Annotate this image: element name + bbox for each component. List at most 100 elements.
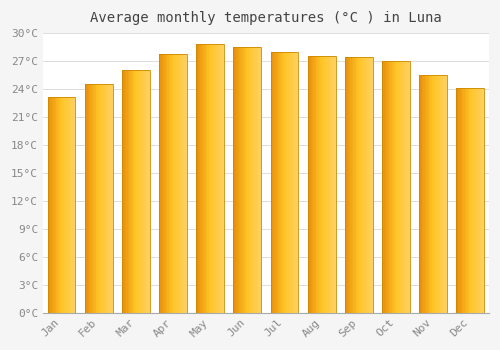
Bar — [433, 75, 434, 313]
Bar — [318, 56, 319, 313]
Bar — [240, 47, 242, 313]
Bar — [148, 70, 150, 313]
Bar — [385, 61, 386, 313]
Bar — [98, 84, 100, 313]
Bar — [160, 54, 162, 313]
Bar — [473, 88, 474, 313]
Bar — [462, 88, 464, 313]
Bar — [456, 88, 484, 313]
Bar — [330, 56, 332, 313]
Bar — [169, 54, 170, 313]
Bar — [136, 70, 138, 313]
Bar — [480, 88, 482, 313]
Bar — [70, 97, 71, 313]
Bar — [48, 97, 49, 313]
Bar — [63, 97, 64, 313]
Bar — [216, 44, 217, 313]
Bar — [354, 56, 356, 313]
Bar — [208, 44, 209, 313]
Bar — [348, 56, 349, 313]
Bar — [234, 47, 235, 313]
Bar — [443, 75, 444, 313]
Bar — [48, 97, 76, 313]
Bar — [333, 56, 334, 313]
Bar — [88, 84, 89, 313]
Bar — [408, 61, 410, 313]
Bar — [279, 52, 280, 313]
Bar — [386, 61, 388, 313]
Bar — [234, 47, 262, 313]
Bar — [434, 75, 436, 313]
Bar — [85, 84, 86, 313]
Bar — [326, 56, 327, 313]
Bar — [316, 56, 318, 313]
Bar — [184, 54, 186, 313]
Bar — [276, 52, 278, 313]
Bar — [312, 56, 314, 313]
Bar — [483, 88, 484, 313]
Bar — [138, 70, 140, 313]
Bar — [293, 52, 294, 313]
Bar — [122, 70, 150, 313]
Bar — [49, 97, 50, 313]
Bar — [143, 70, 144, 313]
Bar — [398, 61, 399, 313]
Bar — [400, 61, 402, 313]
Bar — [420, 75, 422, 313]
Bar — [196, 44, 198, 313]
Bar — [358, 56, 359, 313]
Bar — [426, 75, 428, 313]
Bar — [368, 56, 370, 313]
Bar — [206, 44, 208, 313]
Bar — [319, 56, 320, 313]
Bar — [72, 97, 74, 313]
Bar — [402, 61, 403, 313]
Bar — [147, 70, 148, 313]
Bar — [367, 56, 368, 313]
Bar — [132, 70, 133, 313]
Bar — [198, 44, 199, 313]
Bar — [235, 47, 236, 313]
Bar — [396, 61, 398, 313]
Bar — [390, 61, 392, 313]
Bar — [323, 56, 324, 313]
Bar — [54, 97, 56, 313]
Bar — [164, 54, 166, 313]
Bar — [142, 70, 143, 313]
Bar — [296, 52, 297, 313]
Bar — [256, 47, 257, 313]
Bar — [389, 61, 390, 313]
Bar — [59, 97, 60, 313]
Bar — [92, 84, 93, 313]
Bar — [272, 52, 274, 313]
Bar — [294, 52, 296, 313]
Bar — [218, 44, 220, 313]
Bar — [200, 44, 202, 313]
Bar — [464, 88, 466, 313]
Bar — [214, 44, 216, 313]
Bar — [243, 47, 244, 313]
Bar — [252, 47, 253, 313]
Bar — [394, 61, 396, 313]
Bar — [130, 70, 132, 313]
Bar — [129, 70, 130, 313]
Bar — [382, 61, 410, 313]
Bar — [217, 44, 218, 313]
Bar — [90, 84, 92, 313]
Bar — [66, 97, 67, 313]
Bar — [280, 52, 281, 313]
Bar — [438, 75, 440, 313]
Bar — [364, 56, 366, 313]
Bar — [370, 56, 372, 313]
Bar — [310, 56, 312, 313]
Bar — [332, 56, 333, 313]
Bar — [202, 44, 203, 313]
Bar — [104, 84, 106, 313]
Bar — [186, 54, 187, 313]
Bar — [468, 88, 469, 313]
Bar — [166, 54, 168, 313]
Bar — [53, 97, 54, 313]
Bar — [144, 70, 146, 313]
Bar — [250, 47, 252, 313]
Bar — [248, 47, 250, 313]
